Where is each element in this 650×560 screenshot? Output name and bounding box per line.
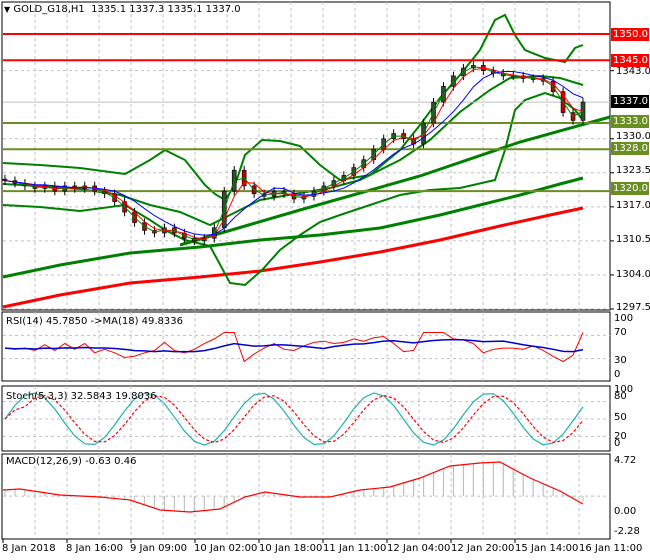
rsi-tick: 100: [614, 313, 634, 324]
bollinger-lower: [2, 91, 584, 287]
macd-tick: -2.28: [614, 526, 640, 537]
x-label: 11 Jan 11:00: [323, 543, 387, 554]
macd-tick: 4.72: [614, 455, 637, 466]
x-label: 8 Jan 16:00: [66, 543, 123, 554]
x-label: 16 Jan 11:00: [579, 543, 643, 554]
price-tag-resistance-2: 1345.0: [611, 54, 649, 67]
rsi-tick: 0: [614, 369, 621, 380]
y-tick: 1297.5: [616, 302, 650, 313]
x-label: 15 Jan 14:00: [515, 543, 579, 554]
stoch-tick: 0: [614, 438, 621, 449]
macd-label: MACD(12,26,9) -0.63 0.46: [6, 456, 137, 467]
collapse-triangle-icon[interactable]: ▼: [4, 5, 11, 14]
ma-fast-green-line: [4, 66, 584, 241]
trendline: [179, 115, 611, 247]
stoch-tick: 50: [614, 412, 627, 423]
rsi-tick: 70: [614, 327, 627, 338]
y-tick: 1317.0: [616, 200, 650, 211]
y-tick: 1310.5: [616, 234, 650, 245]
x-label: 12 Jan 04:00: [387, 543, 451, 554]
rsi-ma-line: [4, 338, 584, 353]
price-tag-support-2: 1328.0: [611, 142, 649, 155]
stoch-main-line: [4, 392, 584, 446]
symbol-title: GOLD_G18,H1: [13, 4, 85, 15]
macd-tick: 0.00: [614, 506, 637, 517]
y-tick: 1330.0: [616, 131, 650, 142]
ma-long-red-line: [2, 206, 584, 309]
ma-fast-red-line: [4, 67, 584, 240]
x-label: 10 Jan 02:00: [194, 543, 258, 554]
stoch-label: Stoch(5,3,3) 32.5843 19.8036: [6, 391, 157, 402]
price-tag-current: 1337.0: [611, 95, 649, 108]
y-tick: 1323.5: [616, 165, 650, 176]
ma-fast-blue-line: [4, 71, 584, 236]
stoch-tick: 80: [614, 391, 627, 402]
x-label: 12 Jan 20:00: [451, 543, 515, 554]
x-label: 10 Jan 18:00: [259, 543, 323, 554]
price-tag-support-3: 1320.0: [611, 182, 649, 195]
chart-title: ▼ GOLD_G18,H1 1335.1 1337.3 1335.1 1337.…: [4, 4, 241, 15]
ohlc-values: 1335.1 1337.3 1335.1 1337.0: [91, 4, 241, 15]
rsi-label: RSI(14) 45.7850 ->MA(18) 49.8336: [6, 316, 183, 327]
stoch-tick: 20: [614, 431, 627, 442]
price-tag-resistance-1: 1350.0: [611, 28, 649, 41]
y-tick: 1304.0: [616, 269, 650, 280]
ma-long-green-line: [2, 176, 584, 279]
stoch-signal-line: [4, 394, 584, 444]
x-label: 9 Jan 09:00: [130, 543, 187, 554]
price-tag-support-1: 1333.0: [611, 115, 649, 128]
x-label: 8 Jan 2018: [2, 543, 56, 554]
rsi-line: [4, 332, 584, 363]
stoch-tick: 100: [614, 384, 634, 395]
macd-signal-line: [2, 461, 584, 513]
rsi-tick: 30: [614, 355, 627, 366]
y-tick: 1343.0: [616, 66, 650, 77]
